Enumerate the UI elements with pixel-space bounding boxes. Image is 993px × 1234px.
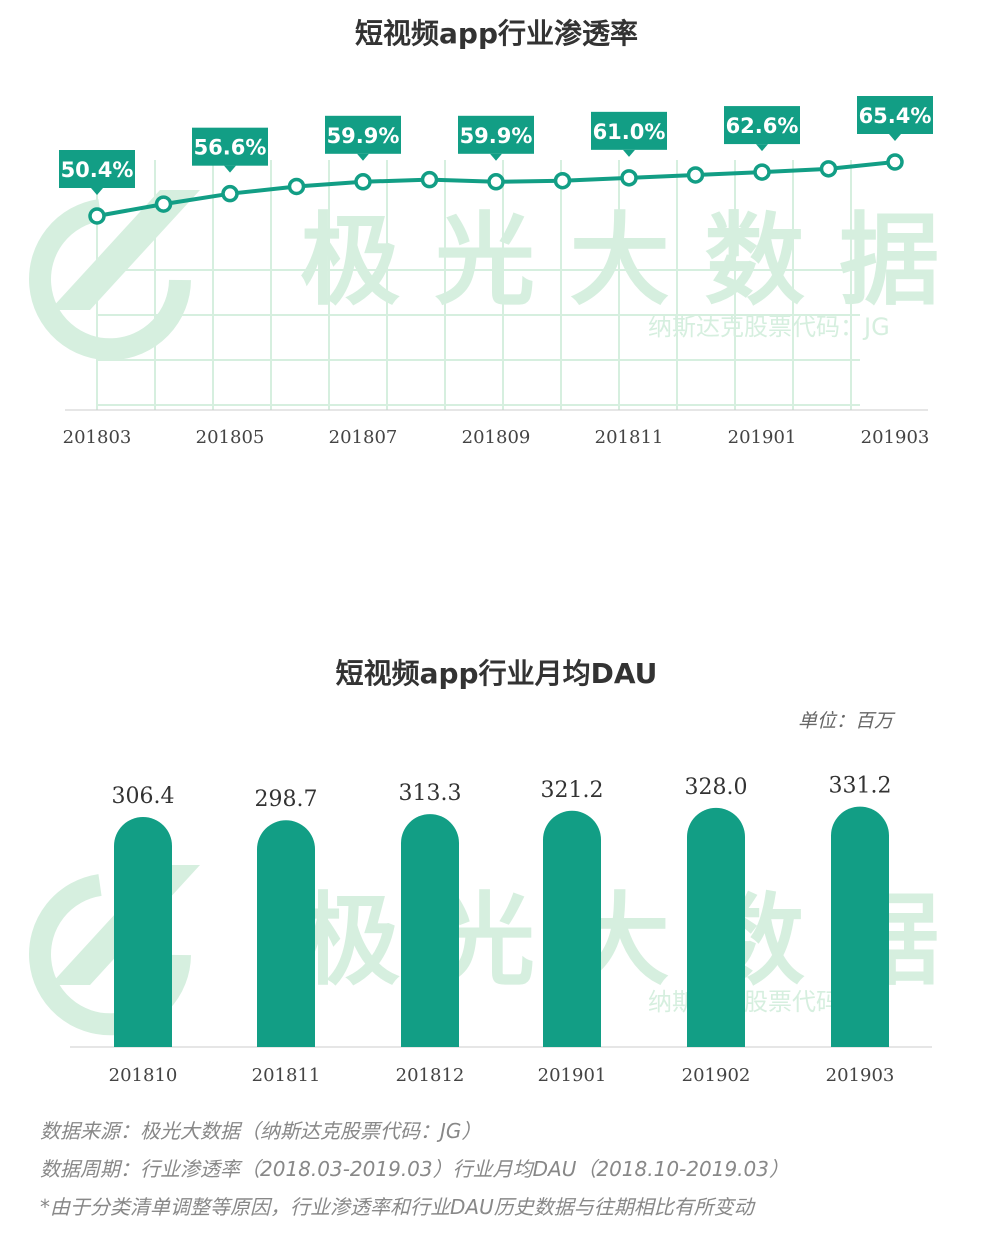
footnote-period: 数据周期：行业渗透率（2018.03-2019.03）行业月均DAU（2018.… xyxy=(40,1157,789,1181)
data-label-pointer xyxy=(91,188,103,195)
x-tick-label: 201811 xyxy=(595,427,664,448)
data-point xyxy=(88,207,106,225)
data-label-text: 59.9% xyxy=(460,124,533,148)
data-label-text: 65.4% xyxy=(859,104,932,128)
data-label-pointer xyxy=(490,153,502,161)
x-tick-label: 201809 xyxy=(462,427,531,448)
data-label-box xyxy=(591,111,667,150)
bar-value-label: 331.2 xyxy=(829,774,892,799)
penetration-chart-title: 短视频app行业渗透率 xyxy=(355,17,638,50)
data-label: 65.4% xyxy=(857,96,933,141)
data-label-pointer xyxy=(623,149,635,157)
data-label-pointer xyxy=(224,165,236,173)
x-tick-label: 201803 xyxy=(63,427,132,448)
unit-label: 单位：百万 xyxy=(797,710,893,732)
data-label-box xyxy=(192,127,268,166)
bar xyxy=(831,806,889,1047)
bar-value-label: 298.7 xyxy=(255,787,318,812)
bar xyxy=(114,817,172,1047)
data-label-box xyxy=(325,115,401,154)
x-tick-label: 201810 xyxy=(109,1065,178,1086)
data-point xyxy=(886,153,904,171)
dau-chart-title: 短视频app行业月均DAU xyxy=(335,657,658,690)
x-tick-label: 201812 xyxy=(396,1065,465,1086)
data-label-box xyxy=(857,96,933,134)
x-tick-label: 201903 xyxy=(826,1065,895,1086)
grid xyxy=(96,160,860,410)
x-tick-label: 201805 xyxy=(196,427,265,448)
data-point xyxy=(620,169,638,187)
watermark-logo-icon xyxy=(50,190,200,310)
x-tick-label: 201807 xyxy=(329,427,398,448)
data-label-box xyxy=(724,106,800,145)
data-point xyxy=(154,195,173,213)
data-label: 56.6% xyxy=(192,127,268,173)
data-point xyxy=(753,163,771,181)
data-point xyxy=(686,166,705,184)
data-label-text: 50.4% xyxy=(61,158,134,182)
x-tick-label: 201902 xyxy=(682,1065,751,1086)
bar-value-label: 321.2 xyxy=(541,778,604,803)
x-tick-label: 201903 xyxy=(861,427,930,448)
data-point xyxy=(354,173,372,191)
data-point xyxy=(819,160,838,178)
data-label-pointer xyxy=(357,153,369,161)
data-point xyxy=(487,173,505,191)
footnotes: 数据来源：极光大数据（纳斯达克股票代码：JG） 数据周期：行业渗透率（2018.… xyxy=(40,1112,789,1226)
data-label-text: 56.6% xyxy=(194,136,267,160)
watermark-subtext: 纳斯达克股票代码：JG xyxy=(648,313,890,341)
bar-value-label: 328.0 xyxy=(685,775,748,800)
data-label: 61.0% xyxy=(591,111,667,157)
data-label-box xyxy=(458,115,534,154)
bar-value-label: 313.3 xyxy=(399,781,462,806)
data-label-box xyxy=(59,150,135,188)
data-label: 50.4% xyxy=(59,150,135,195)
x-tick-label: 201811 xyxy=(252,1065,321,1086)
data-label-pointer xyxy=(889,134,901,141)
watermark-logo-arc-icon xyxy=(29,199,191,361)
x-tick-label: 201901 xyxy=(728,427,797,448)
data-label-pointer xyxy=(756,144,768,152)
footnote-note: *由于分类清单调整等原因，行业渗透率和行业DAU历史数据与往期相比有所变动 xyxy=(40,1195,754,1219)
bar xyxy=(687,807,745,1047)
bar xyxy=(257,820,315,1047)
data-point xyxy=(420,170,439,189)
watermark-text: 极 光 大 数 据 xyxy=(300,202,939,319)
data-label: 59.9% xyxy=(458,115,534,161)
bar xyxy=(543,810,601,1047)
data-label: 62.6% xyxy=(724,106,800,152)
data-label-text: 62.6% xyxy=(726,114,799,138)
data-point xyxy=(221,184,239,203)
bar xyxy=(401,814,459,1047)
bar-value-label: 306.4 xyxy=(112,784,175,809)
x-tick-label: 201901 xyxy=(538,1065,607,1086)
footnote-source: 数据来源：极光大数据（纳斯达克股票代码：JG） xyxy=(40,1119,482,1143)
data-label-text: 61.0% xyxy=(593,120,666,144)
data-label: 59.9% xyxy=(325,115,401,161)
data-label-text: 59.9% xyxy=(327,124,400,148)
data-point xyxy=(553,171,572,190)
data-point xyxy=(287,177,306,196)
